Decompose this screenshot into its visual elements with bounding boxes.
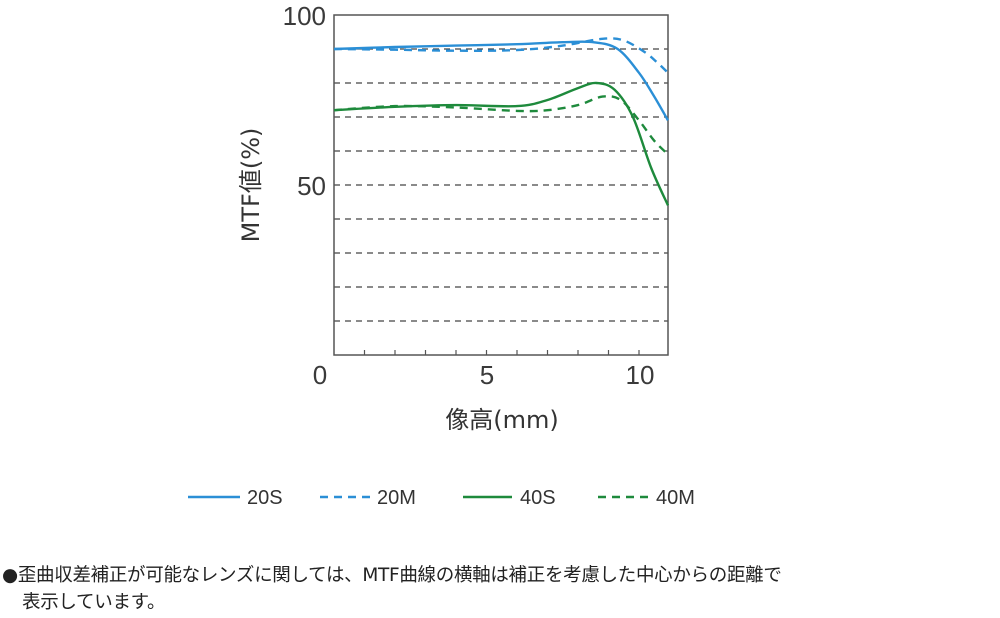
y-tick-100: 100	[283, 1, 326, 31]
legend-label-20s: 20S	[247, 487, 283, 509]
x-tick-5: 5	[480, 360, 494, 390]
y-axis-title: MTF値(%)	[237, 128, 265, 243]
legend-label-20m: 20M	[377, 487, 416, 509]
series-40m-line	[333, 95, 669, 156]
legend-item-20s: 20S	[188, 487, 283, 509]
gridlines	[334, 48, 668, 322]
legend-item-40s: 40S	[463, 487, 556, 509]
plot-frame	[333, 14, 669, 356]
series-20m-line	[333, 37, 669, 74]
footnote-line-1: ●歪曲収差補正が可能なレンズに関しては、MTF曲線の横軸は補正を考慮した中心から…	[2, 565, 782, 586]
footnote: ●歪曲収差補正が可能なレンズに関しては、MTF曲線の横軸は補正を考慮した中心から…	[2, 562, 998, 616]
legend-item-20m: 20M	[320, 487, 416, 509]
series-20s-line	[333, 40, 670, 121]
x-minor-ticks	[363, 350, 640, 355]
series-40s-line	[333, 81, 670, 206]
x-tick-0: 0	[313, 360, 327, 390]
legend-label-40m: 40M	[656, 487, 695, 509]
legend: 20S 20M 40S 40M	[188, 487, 695, 509]
y-tick-50: 50	[297, 171, 326, 201]
x-axis-title: 像高(mm)	[445, 406, 558, 434]
x-tick-10: 10	[626, 360, 655, 390]
mtf-chart: 100 50 0 5 10 MTF値(%) 像高(mm) 20S 20M 40S…	[188, 1, 695, 509]
legend-item-40m: 40M	[598, 487, 695, 509]
legend-label-40s: 40S	[520, 487, 556, 509]
footnote-line-2: 表示しています。	[22, 592, 166, 613]
series-lines	[333, 37, 670, 206]
